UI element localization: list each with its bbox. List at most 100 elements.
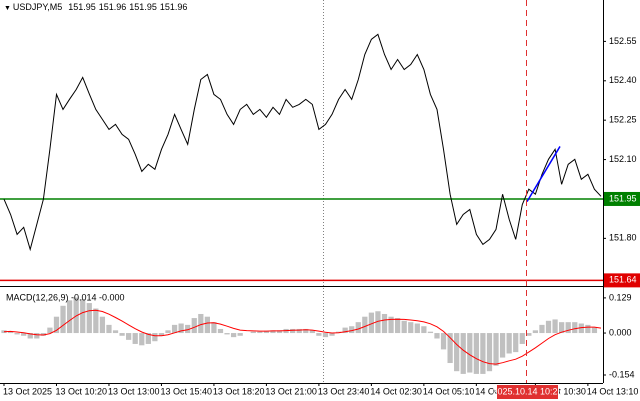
histogram-bar: [112, 330, 119, 334]
histogram-bar: [375, 311, 381, 334]
header: ▼ USDJPY,M5 151.95 151.96 151.95 151.96: [4, 2, 187, 12]
y-tick-label: 0.000: [609, 327, 632, 337]
x-tick-label: 13 Oct 13:00: [108, 386, 160, 396]
histogram-bar: [578, 323, 584, 334]
histogram-bar: [296, 328, 302, 334]
histogram-bar: [473, 333, 479, 374]
histogram-bar: [506, 333, 512, 354]
histogram-bar: [165, 330, 171, 334]
histogram-bar: [198, 313, 204, 334]
cursor-label-box: [497, 385, 558, 399]
x-tick-label: 14 Oct 10:30: [534, 386, 586, 396]
histogram-bar: [211, 322, 217, 334]
histogram-bar: [21, 333, 27, 336]
histogram-bar: [388, 316, 394, 334]
histogram-bar: [421, 326, 427, 334]
ohlc-close: 151.96: [160, 2, 188, 12]
x-tick-label: 14 Oct 13:10: [587, 386, 639, 396]
histogram-bar: [66, 300, 73, 334]
macd-title: MACD(12,26,9) -0.014 -0.000: [6, 292, 125, 302]
histogram-bar: [539, 324, 545, 334]
histogram-bar: [434, 333, 440, 339]
histogram-bar: [585, 324, 591, 334]
histogram-bar: [237, 333, 243, 336]
histogram-bar: [493, 333, 499, 366]
level-label-box: [604, 191, 640, 206]
y-tick-label: 0.129: [609, 292, 632, 302]
histogram-bar: [73, 297, 79, 334]
histogram-bar: [34, 333, 40, 339]
histogram-bar: [467, 333, 473, 373]
histogram-bar: [526, 333, 532, 336]
histogram-bar: [480, 333, 486, 374]
histogram-bar: [532, 330, 539, 334]
x-tick-label: 14 Oct 02:30: [370, 386, 422, 396]
histogram-bar: [132, 333, 138, 344]
histogram-bar: [486, 333, 493, 372]
histogram-bar: [454, 333, 460, 372]
histogram-bar: [559, 322, 565, 334]
histogram-bar: [460, 333, 466, 374]
histogram-bar: [427, 331, 434, 334]
x-tick-label: 14 Oct 05:10: [423, 386, 475, 396]
histogram-bar: [322, 333, 329, 338]
trend-line: [526, 146, 561, 202]
histogram-bar: [93, 308, 99, 334]
y-tick-label: 152.10: [609, 154, 637, 164]
histogram-bar: [276, 330, 283, 334]
histogram-bar: [447, 333, 453, 364]
histogram-bar: [565, 322, 571, 334]
histogram-bar: [355, 322, 361, 334]
level-label: 151.95: [609, 193, 637, 203]
y-tick-label: 152.25: [609, 115, 637, 125]
histogram-bar: [309, 330, 315, 334]
histogram-bar: [80, 298, 86, 334]
histogram-bar: [401, 320, 407, 334]
histogram-bar: [230, 333, 237, 338]
histogram-bar: [217, 328, 224, 334]
histogram-bar: [329, 333, 335, 336]
histogram-bar: [362, 316, 368, 334]
histogram-bar: [513, 333, 519, 353]
y-tick-label: -0.154: [609, 369, 635, 379]
histogram-bar: [250, 331, 256, 334]
y-tick-label: 152.55: [609, 36, 637, 46]
x-tick-label: 13 Oct 18:20: [213, 386, 265, 396]
histogram-bar: [158, 333, 165, 336]
level-label-box: [604, 273, 640, 288]
histogram-bar: [204, 316, 210, 334]
histogram-bar: [185, 324, 191, 334]
histogram-bar: [414, 323, 420, 334]
histogram-bar: [263, 330, 270, 334]
histogram-bar: [14, 333, 20, 335]
histogram-bar: [224, 333, 230, 335]
x-tick-label: 13 Oct 2025: [3, 386, 52, 396]
histogram-bar: [303, 328, 309, 334]
histogram-bar: [139, 333, 145, 346]
y-tick-label: 152.40: [609, 75, 637, 85]
histogram-bar: [86, 303, 92, 334]
histogram-bar: [349, 326, 355, 334]
header-arrow: ▼: [4, 5, 13, 12]
x-tick-label: 13 Oct 23:40: [318, 386, 370, 396]
x-tick-label: 13 Oct 10:20: [55, 386, 107, 396]
histogram-bar: [53, 316, 60, 334]
histogram-bar: [99, 316, 106, 334]
histogram-bar: [145, 333, 151, 344]
histogram-bar: [270, 330, 276, 334]
histogram-bar: [572, 322, 578, 334]
x-tick-label: 13 Oct 21:00: [265, 386, 317, 396]
histogram-bar: [499, 333, 506, 358]
histogram-bar: [408, 322, 414, 334]
histogram-bar: [191, 318, 197, 334]
histogram-bar: [47, 327, 53, 334]
y-tick-label: 151.80: [609, 233, 637, 243]
ohlc-high: 151.96: [99, 2, 127, 12]
histogram-bar: [381, 313, 388, 334]
histogram-bar: [519, 333, 525, 344]
ohlc-low: 151.95: [129, 2, 157, 12]
histogram-bar: [545, 320, 552, 334]
histogram-bar: [119, 333, 125, 336]
